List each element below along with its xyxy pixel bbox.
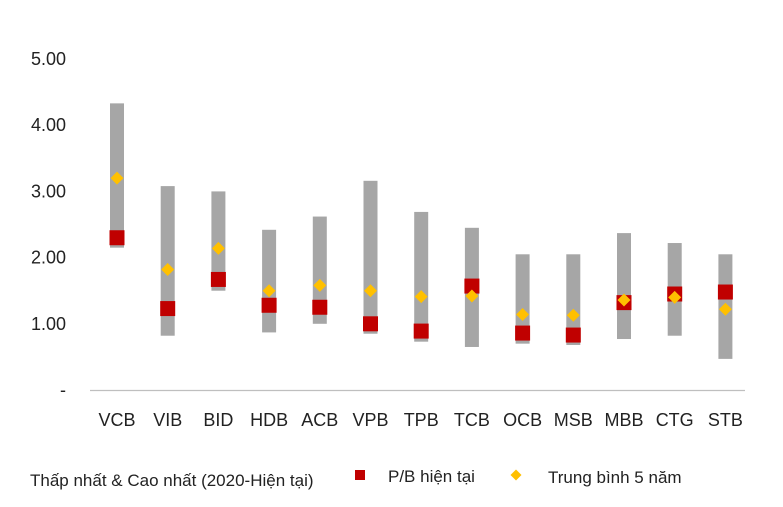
y-tick-label: - bbox=[60, 380, 66, 400]
x-tick-label: MSB bbox=[554, 410, 593, 430]
legend-label-range: Thấp nhất & Cao nhất (2020-Hiện tại) bbox=[30, 471, 314, 490]
x-tick-label: CTG bbox=[656, 410, 694, 430]
legend-swatch-current bbox=[355, 470, 365, 480]
x-tick-label: VPB bbox=[352, 410, 388, 430]
y-tick-label: 2.00 bbox=[31, 248, 66, 268]
current-pb-marker bbox=[515, 325, 531, 341]
current-pb-marker bbox=[109, 230, 125, 246]
current-pb-marker bbox=[363, 316, 378, 332]
average-marker bbox=[211, 241, 225, 255]
average-marker bbox=[161, 263, 175, 277]
x-tick-label: VIB bbox=[153, 410, 182, 430]
average-marker bbox=[465, 289, 479, 303]
range-bar bbox=[566, 254, 581, 345]
range-bar bbox=[617, 233, 631, 340]
x-tick-label: VCB bbox=[98, 410, 135, 430]
x-tick-label: TCB bbox=[454, 410, 490, 430]
y-tick-label: 1.00 bbox=[31, 314, 66, 334]
current-pb-marker bbox=[261, 297, 277, 313]
x-tick-label: MBB bbox=[604, 410, 643, 430]
range-bar bbox=[262, 229, 277, 333]
y-axis-ticks: - 1.00 2.00 3.00 4.00 5.00 bbox=[31, 49, 66, 400]
range-bar bbox=[414, 211, 429, 342]
range-bars bbox=[110, 103, 733, 359]
x-axis-ticks: VCB VIB BID HDB ACB VPB TPB TCB OCB MSB MBB CTG STB bbox=[98, 410, 742, 430]
average-markers bbox=[110, 171, 732, 322]
legend-swatch-average bbox=[510, 469, 522, 481]
average-marker bbox=[516, 308, 530, 322]
range-bar bbox=[211, 191, 226, 291]
average-marker bbox=[718, 302, 732, 316]
legend-label-current: P/B hiện tại bbox=[388, 467, 475, 486]
range-bar bbox=[363, 180, 378, 334]
x-tick-label: OCB bbox=[503, 410, 542, 430]
legend-label-average: Trung bình 5 năm bbox=[548, 468, 682, 487]
x-tick-label: HDB bbox=[250, 410, 288, 430]
y-tick-label: 3.00 bbox=[31, 181, 66, 201]
current-pb-marker bbox=[413, 323, 429, 339]
legend: Thấp nhất & Cao nhất (2020-Hiện tại) P/B … bbox=[30, 467, 682, 490]
x-tick-label: BID bbox=[203, 410, 233, 430]
x-tick-label: TPB bbox=[404, 410, 439, 430]
current-pb-marker bbox=[160, 301, 176, 317]
range-bar bbox=[312, 216, 327, 324]
average-marker bbox=[262, 284, 276, 298]
average-marker bbox=[617, 293, 631, 307]
current-pb-marker bbox=[717, 284, 733, 300]
range-bar bbox=[160, 186, 175, 336]
current-pb-marker bbox=[312, 299, 328, 315]
average-marker bbox=[414, 290, 428, 304]
current-pb-marker bbox=[210, 271, 226, 287]
average-marker bbox=[110, 171, 124, 185]
current-pb-marker bbox=[464, 278, 480, 294]
average-marker bbox=[364, 284, 377, 298]
average-marker bbox=[566, 308, 580, 322]
y-tick-label: 5.00 bbox=[31, 49, 66, 69]
average-marker bbox=[668, 290, 682, 304]
current-pb-markers bbox=[109, 230, 733, 343]
x-tick-label: STB bbox=[708, 410, 743, 430]
current-pb-marker bbox=[565, 327, 581, 343]
range-bar bbox=[515, 254, 530, 344]
y-tick-label: 4.00 bbox=[31, 115, 66, 135]
x-tick-label: ACB bbox=[301, 410, 338, 430]
average-marker bbox=[313, 278, 327, 292]
